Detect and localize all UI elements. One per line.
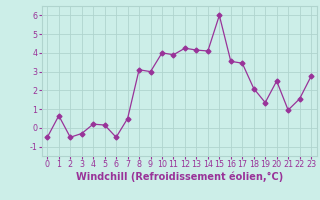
X-axis label: Windchill (Refroidissement éolien,°C): Windchill (Refroidissement éolien,°C): [76, 172, 283, 182]
